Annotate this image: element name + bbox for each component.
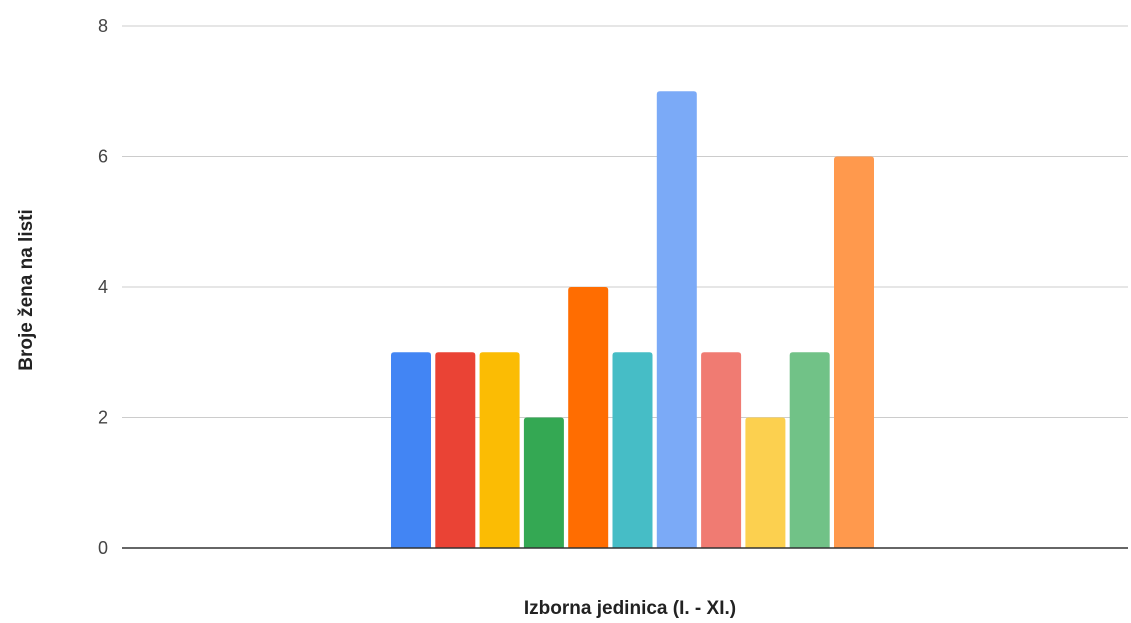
x-axis-title: Izborna jedinica (I. - XI.) (524, 598, 736, 618)
y-axis-ticks: 0 2 4 6 8 (98, 16, 108, 558)
bars (391, 91, 874, 548)
bar (656, 91, 697, 548)
y-tick-label: 2 (98, 408, 108, 428)
bar (701, 352, 742, 548)
bar (523, 417, 564, 548)
bar (745, 417, 786, 548)
bar (479, 352, 520, 548)
y-tick-label: 8 (98, 16, 108, 36)
bar (612, 352, 653, 548)
bar (834, 156, 874, 548)
y-tick-label: 0 (98, 538, 108, 558)
bar (435, 352, 476, 548)
bar (789, 352, 830, 548)
y-tick-label: 6 (98, 147, 108, 167)
y-axis-title: Broje žena na listi (16, 209, 37, 371)
bar (391, 352, 431, 548)
bar (568, 287, 609, 548)
y-tick-label: 4 (98, 277, 108, 297)
